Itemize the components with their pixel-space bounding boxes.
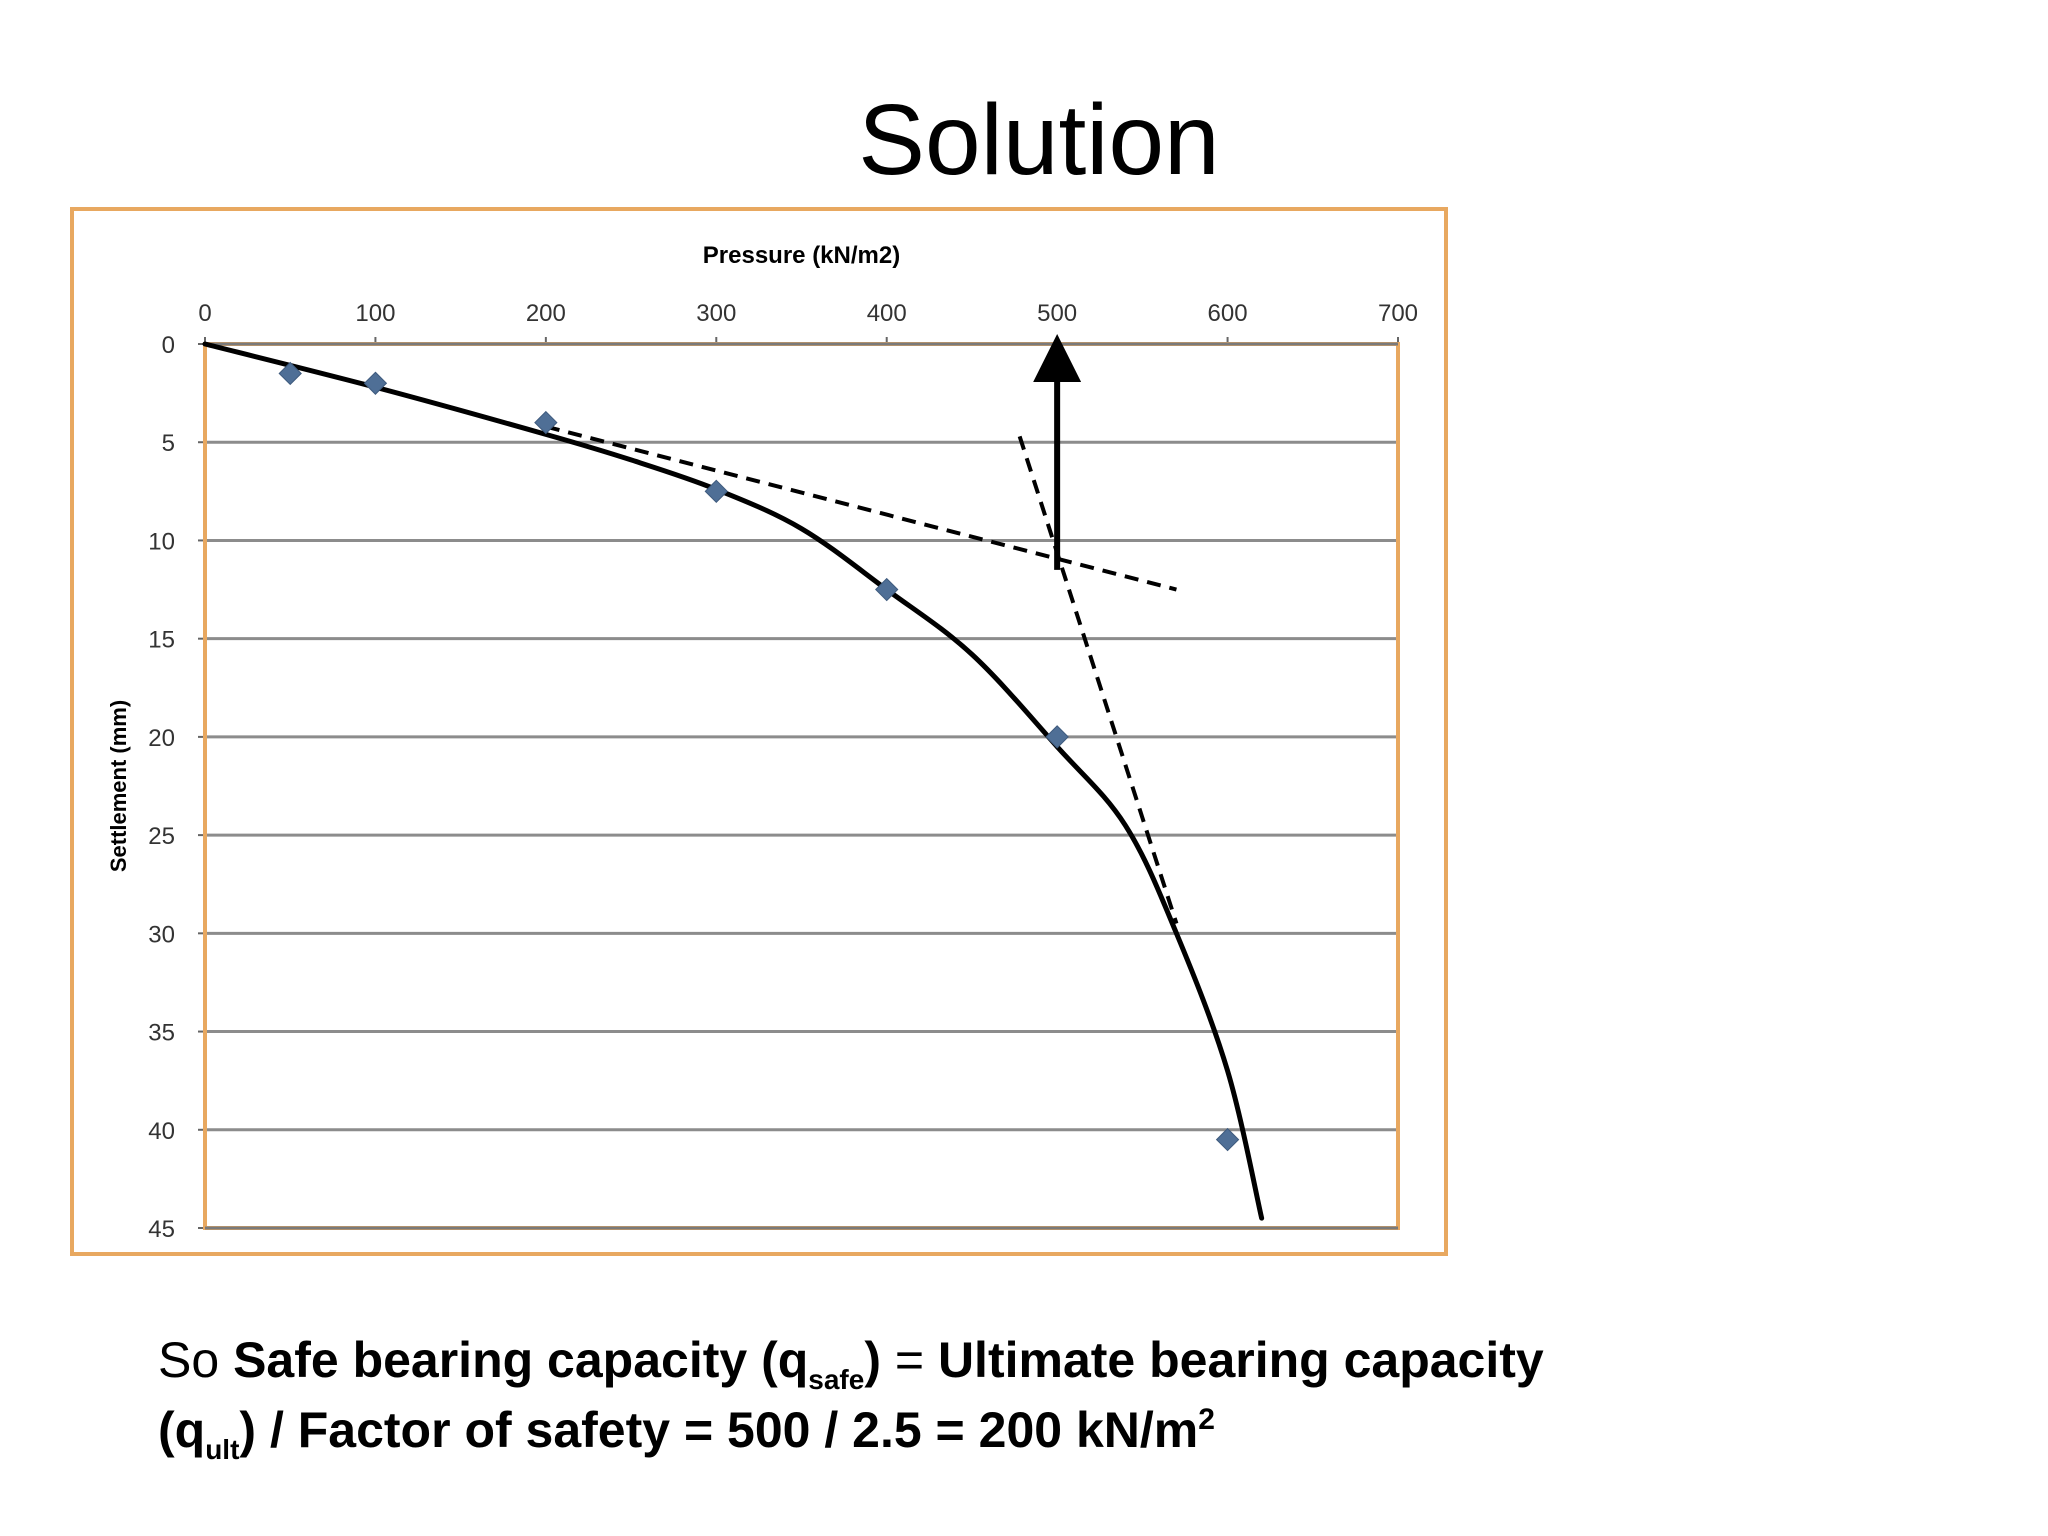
slide-title: Solution: [858, 84, 1220, 196]
data-point: [875, 577, 899, 602]
axes: [198, 337, 1400, 1230]
plot-area-border: [203, 342, 1400, 1230]
y-tick-label: 30: [148, 921, 175, 948]
data-point: [1215, 1127, 1240, 1152]
caption-sup: 2: [1198, 1403, 1215, 1436]
x-tick-label: 300: [696, 300, 736, 327]
data-point: [534, 410, 558, 435]
y-tick-label: 45: [148, 1216, 175, 1243]
y-axis-label: Settlement (mm): [106, 700, 131, 872]
chart: 0 100 200 300 400 500 600 700 0 5 10 15 20 25 30 35 40 4…: [106, 242, 1418, 1243]
y-tick-label: 25: [148, 823, 175, 850]
caption-close-paren: ): [864, 1332, 881, 1388]
x-tick-label: 500: [1037, 300, 1077, 327]
caption-ultimate-label: Ultimate bearing capacity: [937, 1332, 1544, 1388]
data-point: [1045, 725, 1069, 749]
x-tick-label: 400: [867, 300, 907, 327]
chart-frame: 0 100 200 300 400 500 600 700 0 5 10 15 20 25 30 35 40 4…: [70, 207, 1448, 1256]
y-tick-label: 15: [148, 627, 175, 654]
caption-sub-ult: ult: [205, 1434, 240, 1465]
data-point: [704, 479, 728, 504]
y-tick-labels: 0 5 10 15 20 25 30 35 40 45: [148, 332, 175, 1243]
y-tick-label: 20: [148, 725, 175, 752]
caption-equals: =: [880, 1332, 938, 1388]
x-tick-label: 700: [1378, 300, 1418, 327]
data-point: [278, 361, 302, 386]
caption-q-open: (q: [158, 1402, 206, 1458]
x-axis-label: Pressure (kN/m2): [703, 242, 900, 269]
y-tick-label: 0: [162, 332, 175, 359]
caption-sub-safe: safe: [808, 1364, 865, 1395]
y-tick-label: 40: [148, 1118, 175, 1145]
gridlines: [205, 440, 1398, 1132]
x-tick-label: 100: [355, 300, 395, 327]
caption: So Safe bearing capacity (qsafe) = Ultim…: [158, 1325, 1858, 1465]
tangent-line: [1017, 435, 1179, 925]
data-points: [278, 361, 1240, 1152]
caption-safe-label: Safe bearing capacity (q: [233, 1332, 809, 1388]
y-tick-label: 35: [148, 1020, 175, 1047]
tangent-line: [545, 424, 1177, 592]
x-tick-labels: 0 100 200 300 400 500 600 700: [198, 300, 1418, 327]
x-tick-label: 600: [1208, 300, 1248, 327]
tangent-lines: [545, 424, 1179, 925]
x-tick-label: 0: [198, 300, 211, 327]
caption-formula: ) / Factor of safety = 500 / 2.5 = 200 k…: [239, 1402, 1199, 1458]
caption-lead: So: [158, 1332, 234, 1388]
data-point: [363, 371, 388, 395]
x-tick-label: 200: [526, 300, 566, 327]
y-tick-label: 10: [148, 528, 175, 555]
y-tick-label: 5: [162, 430, 175, 457]
